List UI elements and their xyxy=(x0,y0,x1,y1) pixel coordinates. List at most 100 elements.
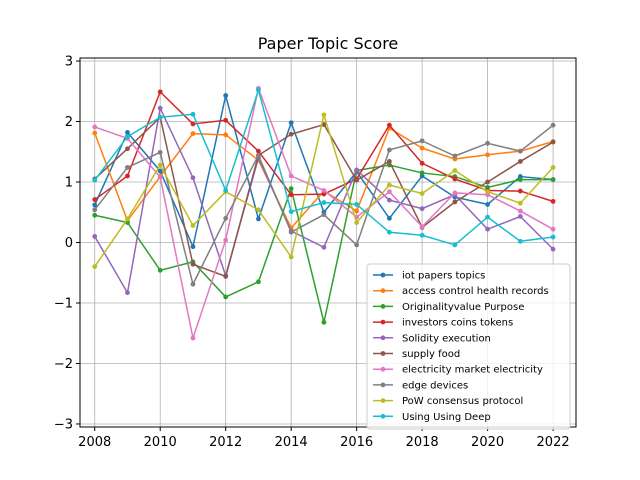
series-4 xyxy=(92,89,556,204)
data-point xyxy=(256,207,261,213)
y-tick-label: −2 xyxy=(54,357,73,372)
chart-title: Paper Topic Score xyxy=(258,34,399,53)
data-point xyxy=(485,189,491,195)
data-point xyxy=(485,214,491,220)
data-point xyxy=(517,188,523,194)
data-point xyxy=(157,149,163,155)
data-point xyxy=(485,201,491,207)
data-point xyxy=(452,242,458,248)
data-point xyxy=(92,264,98,270)
data-point xyxy=(321,188,327,193)
data-point xyxy=(419,191,425,196)
data-point xyxy=(125,173,130,179)
data-point xyxy=(223,117,229,123)
data-point xyxy=(157,105,163,111)
legend-marker xyxy=(380,413,386,419)
legend-marker xyxy=(380,335,386,341)
legend-label: Solidity execution xyxy=(402,333,491,344)
data-point xyxy=(550,139,556,145)
legend-label: investors coins tokens xyxy=(402,318,513,329)
data-point xyxy=(256,152,261,158)
data-point xyxy=(354,220,360,225)
data-point xyxy=(419,206,425,212)
data-point xyxy=(288,192,294,198)
data-point xyxy=(190,131,196,137)
data-point xyxy=(550,198,556,204)
data-point xyxy=(386,189,392,195)
data-point xyxy=(419,224,425,230)
data-point xyxy=(288,254,294,260)
data-point xyxy=(256,87,261,93)
data-point xyxy=(485,140,491,146)
data-point xyxy=(92,197,98,202)
data-point xyxy=(125,290,130,296)
data-point xyxy=(288,229,294,235)
data-point xyxy=(125,165,130,170)
data-point xyxy=(452,176,458,182)
data-point xyxy=(386,215,392,221)
x-tick-label: 2008 xyxy=(78,435,111,450)
data-point xyxy=(288,209,294,215)
data-point xyxy=(550,122,556,128)
data-point xyxy=(157,168,163,174)
data-point xyxy=(190,121,196,127)
data-point xyxy=(321,244,327,250)
data-point xyxy=(485,179,491,185)
x-tick-label: 2012 xyxy=(209,435,242,450)
data-point xyxy=(517,200,523,206)
data-point xyxy=(386,182,392,188)
data-point xyxy=(223,273,229,279)
data-point xyxy=(190,175,196,181)
series-10 xyxy=(92,87,556,248)
y-tick-label: 1 xyxy=(65,176,73,191)
data-point xyxy=(517,214,523,219)
legend-item: Originalityvalue Purpose xyxy=(373,302,524,313)
legend-label: iot papers topics xyxy=(402,271,485,282)
data-point xyxy=(386,147,392,153)
data-point xyxy=(517,159,523,164)
legend-item: iot papers topics xyxy=(373,271,485,282)
legend-item: supply food xyxy=(373,349,460,360)
data-point xyxy=(550,246,556,252)
legend-box xyxy=(366,263,571,430)
y-tick-label: 3 xyxy=(65,55,73,70)
data-point xyxy=(157,267,163,273)
data-point xyxy=(92,234,98,239)
data-point xyxy=(452,168,458,173)
y-tick-label: −1 xyxy=(54,296,73,311)
data-point xyxy=(321,212,327,218)
data-point xyxy=(419,138,425,144)
data-point xyxy=(223,294,229,300)
legend-item: Solidity execution xyxy=(373,333,491,344)
data-point xyxy=(157,114,163,120)
data-point xyxy=(256,279,261,285)
x-tick-label: 2016 xyxy=(340,435,373,450)
x-tick-label: 2022 xyxy=(537,435,570,450)
data-point xyxy=(386,122,392,128)
x-tick-label: 2018 xyxy=(406,435,439,450)
data-point xyxy=(321,200,327,205)
data-point xyxy=(223,188,229,193)
data-point xyxy=(190,335,196,341)
data-point xyxy=(321,191,327,197)
data-point xyxy=(517,177,523,182)
data-point xyxy=(223,93,229,98)
y-tick-label: 2 xyxy=(65,115,73,130)
legend-marker xyxy=(380,382,386,388)
legend-label: access control health records xyxy=(402,286,549,297)
legend-label: Originalityvalue Purpose xyxy=(402,302,524,313)
legend-item: electricity market electricity xyxy=(373,365,543,376)
legend-marker xyxy=(380,351,386,356)
data-point xyxy=(190,223,196,228)
data-point xyxy=(419,170,425,176)
data-point xyxy=(190,244,196,250)
legend-marker xyxy=(380,272,386,278)
data-point xyxy=(550,234,556,240)
data-point xyxy=(452,199,458,205)
data-point xyxy=(386,197,392,203)
data-point xyxy=(157,162,163,168)
data-point xyxy=(550,165,556,170)
data-point xyxy=(125,130,130,135)
data-point xyxy=(354,177,360,183)
data-point xyxy=(354,201,360,207)
